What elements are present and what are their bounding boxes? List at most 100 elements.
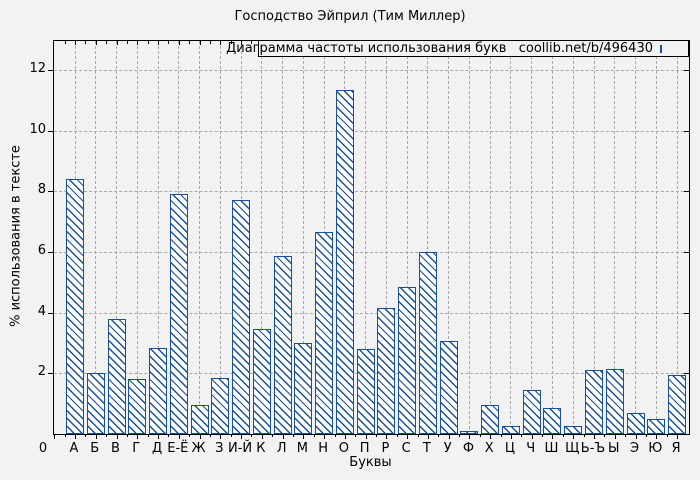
- grid-line-v: [531, 41, 533, 434]
- x-minor-tick: [189, 434, 191, 437]
- x-axis-label: Буквы: [349, 455, 392, 470]
- x-tick-label: З: [215, 441, 224, 456]
- x-tick-label: Ф: [462, 441, 475, 456]
- bar: [190, 405, 209, 434]
- x-tick: [407, 434, 409, 439]
- y-axis-label: % использования в тексте: [8, 145, 24, 327]
- x-tick-label: В: [111, 441, 120, 456]
- x-tick-label: Б: [90, 441, 100, 456]
- grid-line-v: [116, 41, 118, 434]
- x-tick-top: [137, 41, 139, 45]
- x-tick: [614, 434, 616, 439]
- x-minor-tick-top: [106, 41, 108, 44]
- y-tick: [48, 373, 54, 375]
- grid-line-v: [157, 41, 159, 434]
- bar: [86, 373, 105, 434]
- x-minor-tick-top: [64, 41, 66, 44]
- y-tick-label: 10: [29, 121, 46, 137]
- x-tick-label: 0: [38, 441, 48, 456]
- x-tick: [573, 434, 575, 439]
- grid-line-v: [427, 41, 429, 434]
- y-tick-mirror: [684, 251, 689, 253]
- y-tick-label: 4: [37, 303, 46, 319]
- y-tick-mirror: [684, 373, 689, 375]
- x-tick: [303, 434, 305, 439]
- bar: [315, 232, 334, 434]
- x-tick-label: Ы: [608, 441, 620, 456]
- bar: [377, 308, 396, 434]
- x-tick: [510, 434, 512, 439]
- x-minor-tick: [666, 434, 668, 437]
- x-tick: [116, 434, 118, 439]
- x-tick: [469, 434, 471, 439]
- grid-line-v: [282, 41, 284, 434]
- x-minor-tick-top: [209, 41, 211, 44]
- grid-line-h: [54, 251, 689, 253]
- bar: [66, 179, 84, 434]
- x-minor-tick: [272, 434, 274, 437]
- x-minor-tick: [230, 434, 232, 437]
- y-tick: [48, 251, 54, 253]
- x-minor-tick-top: [251, 41, 253, 44]
- x-tick-label: М: [296, 441, 308, 456]
- x-minor-tick-top: [230, 41, 232, 44]
- x-minor-tick: [417, 434, 419, 437]
- bar: [294, 343, 313, 434]
- x-minor-tick: [562, 434, 564, 437]
- x-minor-tick: [251, 434, 253, 437]
- x-tick: [199, 434, 201, 439]
- x-minor-tick: [147, 434, 149, 437]
- legend-label: Диаграмма частоты использования букв coo…: [226, 41, 653, 56]
- x-tick-label: Х: [484, 441, 494, 456]
- grid-line-v: [385, 41, 387, 434]
- x-tick: [531, 434, 533, 439]
- grid-line-v: [95, 41, 97, 434]
- grid-line-v: [448, 41, 450, 434]
- x-minor-tick: [292, 434, 294, 437]
- bar: [522, 390, 541, 434]
- grid-line-v: [365, 41, 367, 434]
- x-tick-top: [241, 41, 243, 45]
- x-tick-top: [178, 41, 180, 45]
- x-minor-tick: [438, 434, 440, 437]
- x-tick: [158, 434, 160, 439]
- x-minor-tick: [583, 434, 585, 437]
- bar: [232, 200, 251, 434]
- y-tick-mirror: [684, 191, 689, 193]
- grid-line-v: [572, 41, 574, 434]
- bar: [107, 319, 126, 434]
- y-tick: [48, 312, 54, 314]
- x-tick: [282, 434, 284, 439]
- x-minor-tick: [64, 434, 66, 437]
- x-minor-tick: [209, 434, 211, 437]
- y-tick-label: 2: [37, 364, 46, 380]
- x-minor-tick-top: [126, 41, 128, 44]
- x-tick-label: Л: [276, 441, 287, 456]
- x-tick-top: [158, 41, 160, 45]
- x-tick: [95, 434, 97, 439]
- x-tick-label: Э: [629, 441, 640, 456]
- x-tick-top: [95, 41, 97, 45]
- x-tick-label: У: [443, 441, 452, 456]
- legend: Диаграмма частоты использования букв coo…: [226, 41, 689, 57]
- x-tick: [220, 434, 222, 439]
- bar: [169, 194, 188, 434]
- bar: [501, 426, 520, 434]
- x-tick: [137, 434, 139, 439]
- y-tick-mirror: [684, 69, 689, 71]
- x-minor-tick: [604, 434, 606, 437]
- bar: [543, 408, 562, 434]
- grid-line-h: [54, 130, 689, 132]
- bar: [647, 419, 666, 434]
- x-minor-tick: [645, 434, 647, 437]
- y-tick-label: 12: [29, 60, 46, 76]
- y-tick-mirror: [684, 312, 689, 314]
- chart-title: Господство Эйприл (Тим Миллер): [234, 9, 466, 24]
- y-tick: [48, 191, 54, 193]
- x-minor-tick: [542, 434, 544, 437]
- x-minor-tick-top: [168, 41, 170, 44]
- x-tick: [54, 434, 55, 439]
- bar: [418, 252, 437, 434]
- x-tick-label: Е-Ё: [167, 441, 189, 456]
